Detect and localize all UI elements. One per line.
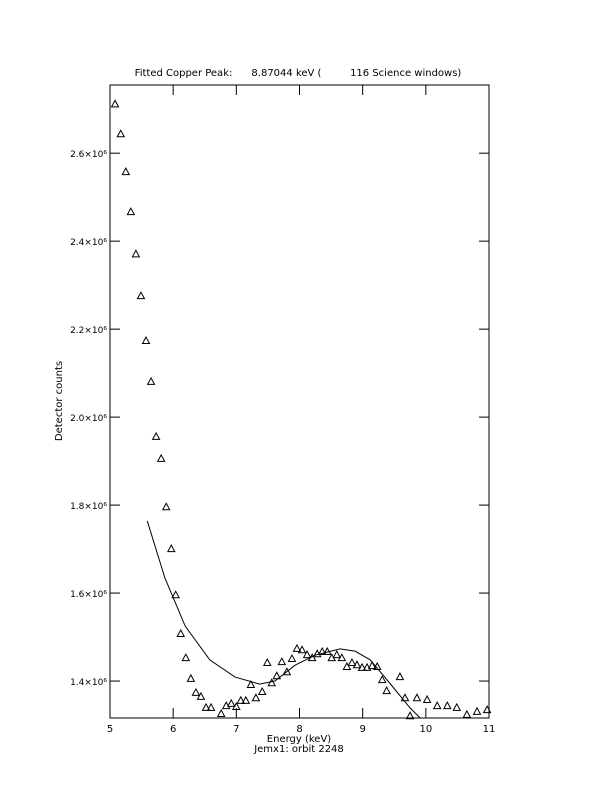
- data-point: [332, 650, 342, 659]
- data-point: [357, 662, 367, 671]
- x-tick-label: 6: [170, 724, 176, 735]
- data-point: [442, 701, 452, 710]
- data-point: [110, 99, 120, 108]
- data-point: [126, 207, 136, 216]
- data-point: [191, 687, 201, 696]
- data-point: [131, 249, 141, 258]
- data-point: [216, 708, 226, 718]
- data-point: [257, 686, 267, 696]
- data-point: [302, 650, 312, 659]
- data-point: [272, 671, 282, 680]
- x-tick-label: 11: [483, 724, 496, 735]
- data-point: [171, 590, 181, 599]
- data-point: [382, 686, 392, 695]
- data-point: [367, 661, 377, 670]
- y-tick-label: 1.6×10⁶: [70, 590, 107, 600]
- data-point: [136, 291, 146, 300]
- data-point: [226, 698, 236, 707]
- data-point: [362, 662, 372, 671]
- x-axis-label: Energy (keV): [267, 734, 332, 745]
- x-tick-label: 9: [359, 724, 365, 735]
- data-point: [246, 679, 256, 689]
- data-point: [277, 657, 287, 666]
- data-point: [342, 661, 352, 670]
- data-point: [297, 645, 307, 654]
- data-point: [292, 643, 302, 652]
- y-axis-label: Detector counts: [54, 361, 65, 441]
- x-tick-label: 8: [296, 724, 302, 735]
- data-point: [186, 673, 196, 682]
- data-point: [472, 706, 482, 715]
- data-point: [166, 544, 176, 553]
- data-point: [322, 646, 332, 656]
- data-point: [241, 695, 251, 704]
- x-tick-label: 5: [107, 724, 113, 735]
- data-point: [482, 705, 492, 714]
- data-point: [462, 709, 472, 718]
- data-point: [307, 653, 317, 662]
- data-point: [236, 695, 246, 704]
- data-point: [337, 653, 347, 662]
- data-point: [422, 694, 432, 703]
- data-point: [352, 660, 362, 669]
- data-point: [231, 701, 241, 711]
- data-point: [405, 711, 415, 720]
- data-point: [206, 702, 216, 711]
- data-point: [267, 678, 277, 687]
- data-point: [181, 653, 191, 662]
- data-point: [176, 628, 186, 637]
- data-point: [287, 654, 297, 663]
- y-tick-label: 2.6×10⁶: [70, 150, 107, 160]
- chart-title: Fitted Copper Peak: 8.87044 keV ( 116 Sc…: [135, 68, 462, 79]
- data-point: [156, 453, 166, 462]
- plot-area: [146, 520, 421, 718]
- y-tick-label: 2.2×10⁶: [70, 326, 107, 336]
- y-tick-label: 2.4×10⁶: [70, 238, 107, 248]
- data-point: [282, 667, 292, 676]
- data-point: [141, 335, 151, 345]
- data-point: [146, 376, 156, 385]
- y-tick-label: 1.8×10⁶: [70, 502, 107, 512]
- x-tick-label: 10: [419, 724, 432, 735]
- plot-frame: [109, 84, 490, 719]
- data-point: [432, 701, 442, 710]
- data-point: [372, 661, 382, 670]
- data-point: [262, 657, 272, 667]
- x-tick-label: 7: [233, 724, 239, 735]
- y-tick-label: 2.0×10⁶: [70, 414, 107, 424]
- data-point: [452, 702, 462, 711]
- data-point: [377, 675, 387, 684]
- data-point: [151, 431, 161, 440]
- data-point: [251, 693, 261, 702]
- y-tick-label: 1.4×10⁶: [70, 678, 107, 688]
- data-point: [317, 646, 327, 656]
- data-point: [400, 693, 410, 702]
- data-point: [412, 693, 422, 702]
- data-point: [395, 672, 405, 681]
- data-point: [161, 502, 171, 511]
- fit-line: [146, 520, 421, 718]
- data-point: [121, 167, 131, 176]
- data-point: [196, 691, 206, 700]
- data-point: [116, 129, 126, 138]
- subtitle: Jemx1: orbit 2248: [253, 744, 344, 755]
- data-point: [347, 657, 357, 667]
- data-point: [201, 702, 211, 711]
